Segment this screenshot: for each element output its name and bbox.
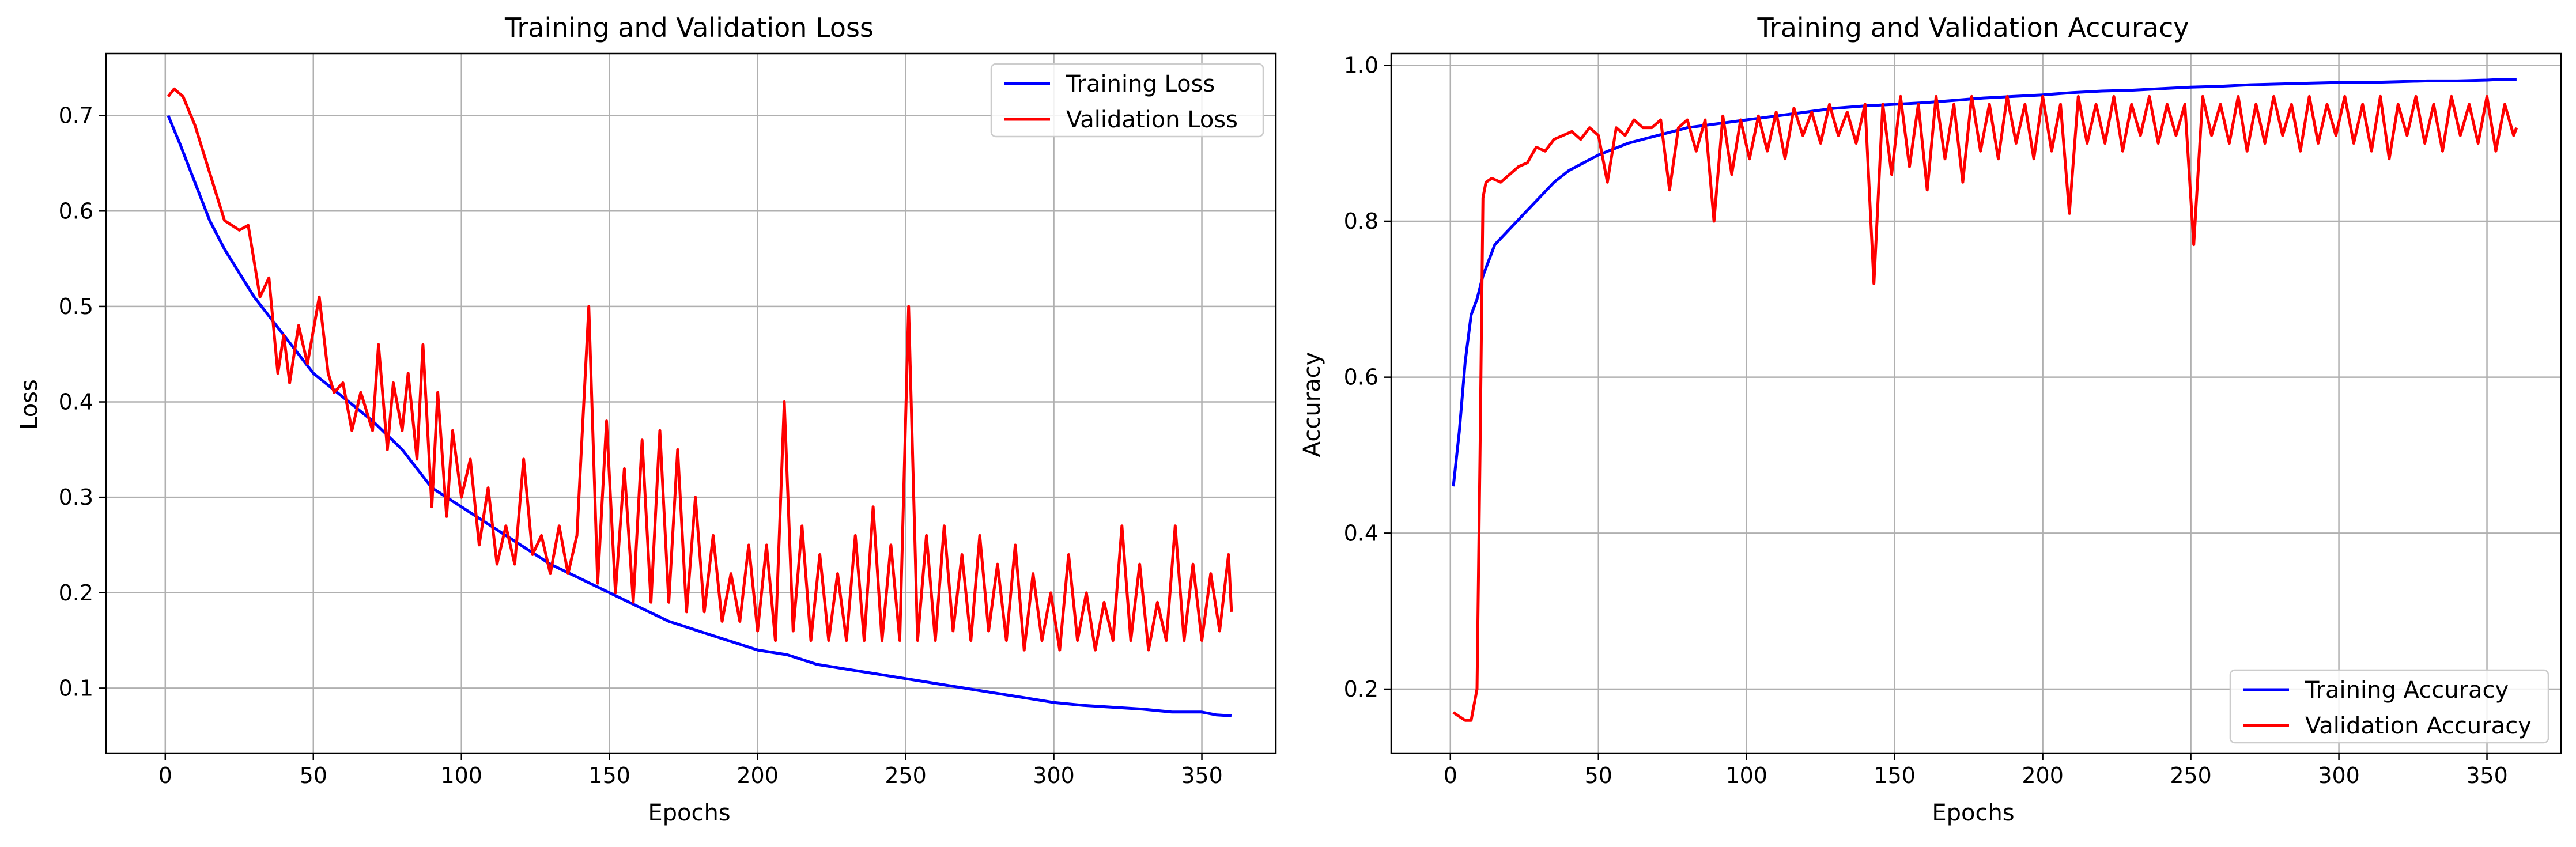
accuracy-x-tick-label: 150: [1874, 763, 1916, 788]
accuracy-x-tick-label: 0: [1444, 763, 1457, 788]
loss-y-tick-label: 0.7: [59, 103, 93, 128]
accuracy-series-line-validation-accuracy: [1452, 94, 2518, 722]
accuracy-y-tick-label: 0.4: [1344, 520, 1378, 546]
loss-x-tick-label: 150: [588, 763, 630, 788]
loss-x-tick-label: 50: [300, 763, 327, 788]
accuracy-chart-panel: Training and Validation Accuracy 0 50 100 1…: [1299, 12, 2562, 826]
loss-y-tick-label: 0.1: [59, 675, 93, 701]
loss-series-line-validation-loss: [167, 87, 1233, 652]
loss-chart-title: Training and Validation Loss: [504, 12, 874, 43]
loss-series-line-training-loss: [167, 115, 1232, 717]
loss-legend-box: [990, 63, 1264, 138]
accuracy-x-tick-label: 250: [2170, 763, 2212, 788]
loss-x-axis-label: Epochs: [648, 800, 730, 826]
loss-x-tick-label: 100: [440, 763, 482, 788]
accuracy-x-tick-label: 350: [2466, 763, 2508, 788]
accuracy-x-tick-label: 200: [2022, 763, 2064, 788]
loss-x-tick-label: 200: [736, 763, 779, 788]
loss-y-axis-label: Loss: [16, 379, 43, 430]
accuracy-x-tick-label: 50: [1585, 763, 1612, 788]
loss-plot-frame: [105, 52, 1277, 754]
accuracy-y-tick-label: 0.8: [1344, 209, 1378, 234]
accuracy-y-tick-label: 0.2: [1344, 676, 1378, 702]
loss-legend-label: Validation Loss: [1066, 107, 1238, 133]
loss-y-tick-label: 0.2: [59, 580, 93, 606]
loss-legend: Training Loss Validation Loss: [990, 63, 1264, 138]
accuracy-chart-title: Training and Validation Accuracy: [1757, 12, 2189, 43]
accuracy-y-tick-label: 1.0: [1344, 52, 1378, 78]
accuracy-x-axis-label: Epochs: [1932, 800, 2014, 826]
loss-y-tick-label: 0.5: [59, 294, 93, 319]
loss-x-tick-label: 350: [1181, 763, 1223, 788]
loss-x-tick-label: 250: [885, 763, 927, 788]
loss-x-tick-label: 0: [158, 763, 172, 788]
accuracy-y-tick-label: 0.6: [1344, 365, 1378, 390]
loss-chart-panel: Training and Validation Loss 0 50 100 150 20…: [16, 12, 1277, 826]
loss-y-tick-label: 0.3: [59, 485, 93, 510]
loss-legend-label: Training Loss: [1066, 71, 1215, 97]
loss-y-tick-label: 0.6: [59, 198, 93, 224]
accuracy-x-tick-label: 100: [1725, 763, 1767, 788]
accuracy-legend-label: Training Accuracy: [2305, 677, 2509, 704]
accuracy-legend-box: [2229, 669, 2549, 744]
accuracy-legend-label: Validation Accuracy: [2305, 713, 2532, 739]
accuracy-legend: Training Accuracy Validation Accuracy: [2229, 669, 2549, 744]
accuracy-x-tick-label: 300: [2318, 763, 2360, 788]
accuracy-plot-frame: [1390, 52, 2562, 754]
loss-x-tick-label: 300: [1033, 763, 1075, 788]
accuracy-y-axis-label: Accuracy: [1299, 352, 1325, 457]
loss-y-tick-label: 0.4: [59, 390, 93, 415]
